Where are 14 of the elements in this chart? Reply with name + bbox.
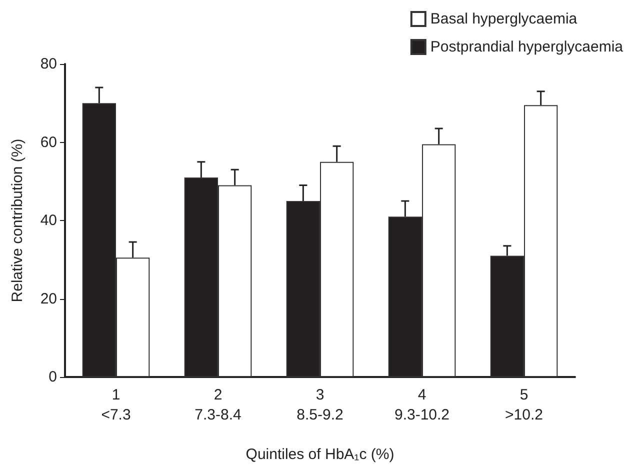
x-tick-label: 3 8.5-9.2 — [296, 386, 344, 424]
legend-label: Postprandial hyperglycaemia — [430, 38, 624, 56]
legend-label: Basal hyperglycaemia — [430, 10, 578, 28]
x-axis-title: Quintiles of HbA₁c (%) — [246, 446, 394, 463]
y-tick-label: 20 — [40, 290, 57, 308]
y-tick-label: 0 — [48, 368, 57, 386]
x-tick-label: 4 9.3-10.2 — [394, 386, 450, 424]
y-axis-title: Relative contribution (%) — [9, 138, 26, 302]
y-tick-label: 60 — [40, 134, 57, 151]
x-tick-label: 1 <7.3 — [101, 386, 131, 424]
x-tick-label: 2 7.3-8.4 — [194, 386, 242, 424]
y-tick-label: 40 — [40, 212, 57, 229]
y-tick-label: 80 — [40, 56, 57, 72]
x-tick-label: 5 >10.2 — [505, 386, 543, 424]
